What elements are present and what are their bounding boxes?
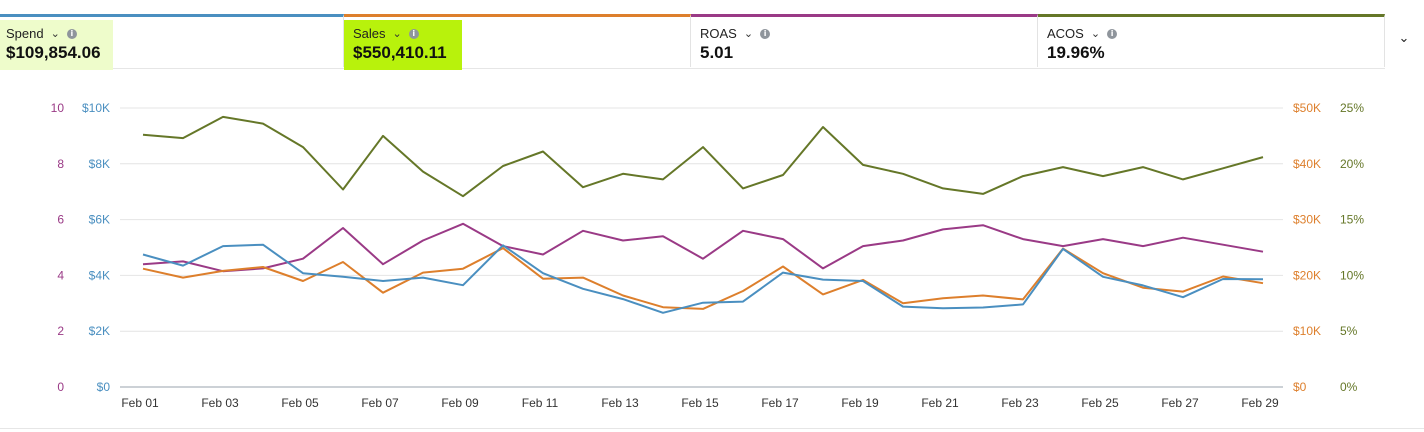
line-chart: 0 2 4 6 8 10 $0 $2K $4K $6K $8K $10K $0 $10K $20K $30K $…	[51, 101, 1365, 410]
metric-label-roas: ROAS	[700, 26, 737, 41]
metric-value-spend: $109,854.06	[6, 43, 101, 62]
metric-highlight-spend	[0, 20, 113, 70]
y-tick-label-roas: 10	[51, 101, 65, 115]
y-tick-label-sales: $30K	[1293, 213, 1321, 227]
x-tick-label: Feb 27	[1161, 396, 1199, 410]
info-icon[interactable]: i	[66, 28, 77, 39]
x-tick-label: Feb 01	[121, 396, 159, 410]
info-icon[interactable]: i	[760, 28, 771, 39]
x-tick-label: Feb 05	[281, 396, 319, 410]
y-tick-label-sales: $40K	[1293, 157, 1321, 171]
metric-value-sales: $550,410.11	[353, 43, 447, 62]
chevron-down-icon[interactable]: ⌄	[392, 28, 402, 40]
x-tick-label: Feb 13	[601, 396, 639, 410]
chart-grid	[120, 107, 1283, 388]
y-tick-label-spend: $6K	[89, 213, 110, 227]
metric-label-acos: ACOS	[1047, 26, 1084, 41]
metrics-bar: Spend ⌄ i $109,854.06 Sales ⌄ i $550,410…	[0, 14, 1385, 70]
y-tick-label-sales: $0	[1293, 380, 1307, 394]
y-tick-label-sales: $20K	[1293, 268, 1321, 282]
info-icon[interactable]: i	[1107, 28, 1118, 39]
y-tick-label-sales: $50K	[1293, 101, 1321, 115]
y-tick-label-acos: 15%	[1340, 213, 1364, 227]
chevron-down-icon[interactable]: ⌄	[743, 28, 754, 40]
metric-value-roas: 5.01	[700, 43, 734, 62]
x-tick-label: Feb 21	[921, 396, 959, 410]
expand-chevron-icon[interactable]: ⌄	[1398, 30, 1410, 45]
x-tick-label: Feb 23	[1001, 396, 1039, 410]
bottom-divider	[0, 428, 1424, 429]
y-tick-label-spend: $10K	[82, 101, 110, 115]
metric-label-spend: Spend	[6, 26, 44, 41]
x-tick-label: Feb 09	[441, 396, 479, 410]
info-icon[interactable]: i	[408, 28, 419, 39]
x-tick-label: Feb 15	[681, 396, 719, 410]
x-tick-label: Feb 25	[1081, 396, 1119, 410]
x-axis: Feb 01 Feb 03 Feb 05 Feb 07 Feb 09 Feb 11 Feb …	[121, 396, 1279, 410]
chevron-down-icon[interactable]: ⌄	[1090, 28, 1101, 40]
y-tick-label-spend: $4K	[89, 268, 110, 282]
x-tick-label: Feb 07	[361, 396, 399, 410]
metric-card-sales[interactable]: Sales ⌄ i $550,410.11	[344, 14, 691, 70]
x-tick-label: Feb 19	[841, 396, 879, 410]
metric-highlight-sales	[344, 20, 462, 70]
series-line-acos	[142, 115, 1264, 198]
metric-value-acos: 19.96%	[1047, 43, 1105, 62]
y-tick-label-roas: 8	[57, 157, 64, 171]
y-tick-label-roas: 0	[57, 380, 64, 394]
series-line-spend	[142, 243, 1264, 314]
y-tick-label-acos: 20%	[1340, 157, 1364, 171]
y-tick-label-sales: $10K	[1293, 324, 1321, 338]
y-tick-label-spend: $0	[97, 380, 111, 394]
y-tick-label-roas: 4	[57, 268, 64, 282]
chart-series	[142, 115, 1264, 314]
metric-card-spend[interactable]: Spend ⌄ i $109,854.06	[0, 14, 344, 70]
y-axes: 0 2 4 6 8 10 $0 $2K $4K $6K $8K $10K $0 $10K $20K $30K $…	[51, 101, 1365, 394]
y-tick-label-spend: $8K	[89, 157, 110, 171]
x-tick-label: Feb 29	[1241, 396, 1279, 410]
series-line-roas	[142, 222, 1264, 273]
chevron-down-icon[interactable]: ⌄	[50, 28, 60, 40]
y-tick-label-roas: 2	[57, 324, 64, 338]
y-tick-label-acos: 10%	[1340, 268, 1364, 282]
y-tick-label-roas: 6	[57, 213, 64, 227]
metric-card-roas[interactable]: ROAS ⌄ i 5.01	[691, 14, 1038, 67]
metric-label-sales: Sales	[353, 26, 386, 41]
metric-card-acos[interactable]: ACOS ⌄ i 19.96%	[1038, 14, 1385, 67]
x-tick-label: Feb 03	[201, 396, 239, 410]
series-line-sales	[142, 247, 1264, 310]
y-tick-label-spend: $2K	[89, 324, 110, 338]
y-tick-label-acos: 5%	[1340, 324, 1358, 338]
x-tick-label: Feb 11	[522, 396, 559, 410]
x-tick-label: Feb 17	[761, 396, 799, 410]
y-tick-label-acos: 0%	[1340, 380, 1358, 394]
y-tick-label-acos: 25%	[1340, 101, 1364, 115]
